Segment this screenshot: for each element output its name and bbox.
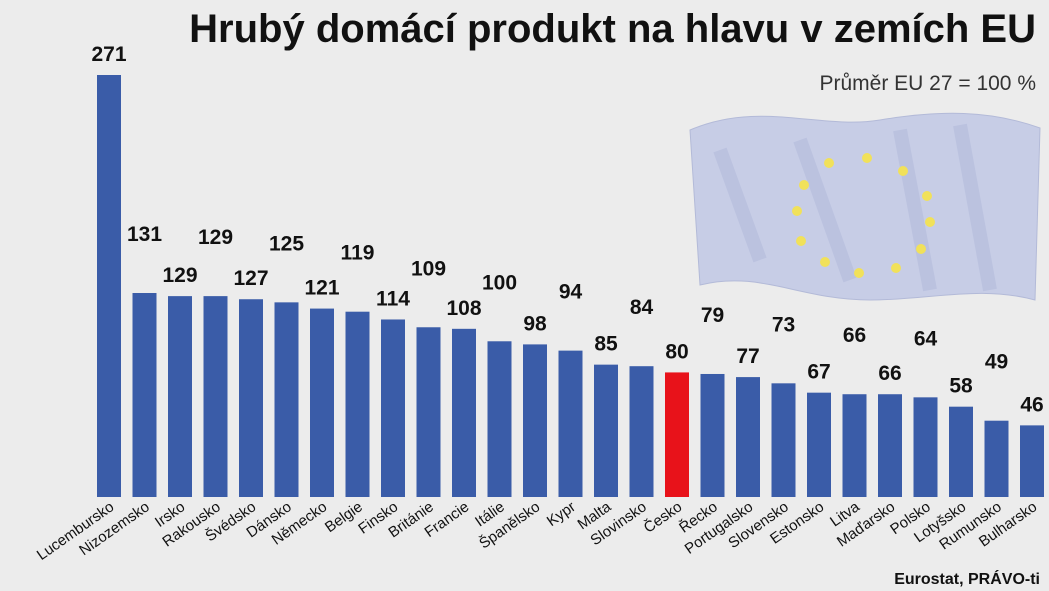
bar: [949, 407, 973, 497]
bar: [878, 394, 902, 497]
value-label: 127: [233, 267, 268, 290]
bar: [807, 393, 831, 497]
bar: [1020, 425, 1044, 497]
bar: [523, 344, 547, 497]
value-label: 125: [269, 232, 304, 255]
value-label: 119: [341, 242, 375, 265]
bar: [239, 299, 263, 497]
value-label: 80: [665, 340, 688, 363]
source: Eurostat, PRÁVO-ti: [894, 569, 1040, 588]
value-label: 131: [127, 223, 162, 246]
chart-title: Hrubý domácí produkt na hlavu v zemích E…: [189, 7, 1036, 51]
bar: [346, 312, 370, 497]
bar: [701, 374, 725, 497]
bar: [559, 351, 583, 497]
value-label: 94: [559, 281, 583, 304]
value-label: 67: [807, 361, 830, 384]
value-label: 46: [1020, 393, 1043, 416]
bar: [985, 421, 1009, 497]
value-label: 85: [594, 333, 618, 356]
bar: [630, 366, 654, 497]
bar: [594, 365, 618, 497]
value-label: 77: [736, 345, 759, 368]
bar: [914, 397, 938, 497]
bar: [381, 319, 405, 497]
value-label: 66: [878, 362, 901, 385]
bar: [97, 75, 121, 497]
eu-flag: [690, 113, 1040, 300]
value-label: 129: [162, 264, 197, 287]
value-label: 129: [198, 226, 233, 249]
value-label: 108: [446, 297, 481, 320]
value-label: 100: [482, 271, 517, 294]
value-label: 79: [701, 304, 724, 327]
chart-subtitle: Průměr EU 27 = 100 %: [819, 72, 1036, 95]
value-label: 64: [914, 327, 938, 350]
bar: [843, 394, 867, 497]
value-label: 98: [523, 312, 547, 335]
value-label: 73: [772, 313, 795, 336]
bar: [417, 327, 441, 497]
value-label: 114: [376, 287, 410, 310]
value-label: 271: [91, 43, 126, 66]
bar: [168, 296, 192, 497]
bar: [488, 341, 512, 497]
bar: [133, 293, 157, 497]
bar: [310, 309, 334, 497]
value-label: 121: [304, 277, 339, 300]
bar: [736, 377, 760, 497]
bar: [452, 329, 476, 497]
bar: [204, 296, 228, 497]
bar: [275, 302, 299, 497]
chart: Hrubý domácí produkt na hlavu v zemích E…: [0, 0, 1049, 591]
value-label: 66: [843, 324, 866, 347]
value-label: 109: [411, 257, 446, 280]
bar: [665, 372, 689, 497]
value-label: 84: [630, 296, 654, 319]
value-label: 58: [949, 375, 973, 398]
bar: [772, 383, 796, 497]
value-label: 49: [985, 351, 1008, 374]
